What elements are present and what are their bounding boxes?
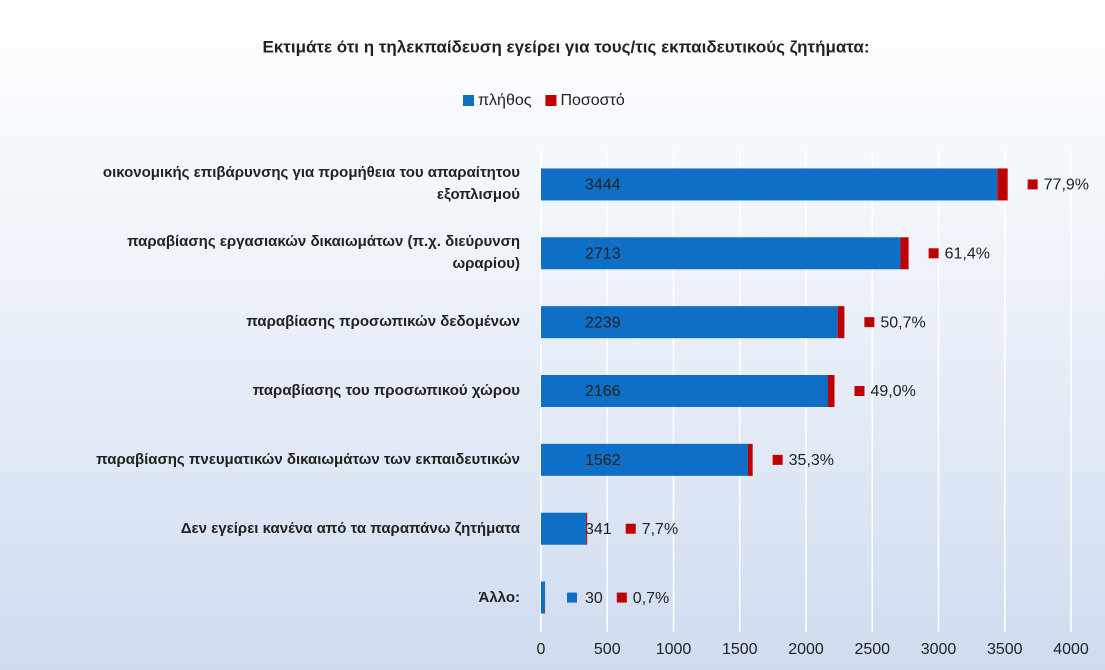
legend-key (545, 95, 557, 106)
label-key (928, 248, 939, 259)
label-key (864, 317, 875, 328)
x-tick-label: 4000 (1053, 641, 1089, 658)
bar (541, 306, 838, 339)
x-tick-label: 500 (594, 641, 621, 658)
x-tick-label: 1000 (656, 641, 692, 658)
y-tick-label: παραβίασης εργασιακών δικαιωμάτων (π.χ. … (127, 233, 520, 273)
bar (541, 375, 828, 407)
data-label: 77,9% (1044, 177, 1089, 194)
bar (586, 512, 588, 545)
chart-title: Εκτιμάτε ότι η τηλεκπαίδευση εγείρει για… (262, 37, 869, 56)
y-tick-label: οικονομικής επιβάρυνσης για προμήθεια το… (102, 164, 520, 204)
y-tick-label: παραβίασης του προσωπικού χώρου (252, 382, 520, 399)
x-tick-label: 1500 (722, 641, 758, 658)
x-tick-label: 0 (537, 641, 546, 658)
y-tick-label: Δεν εγείρει κανένα από τα παραπάνω ζητήμ… (180, 519, 520, 537)
data-label: 50,7% (880, 314, 925, 331)
bar (900, 237, 909, 270)
label-key (1027, 179, 1038, 190)
bar (837, 306, 845, 339)
bar (747, 443, 753, 476)
label-key (625, 523, 636, 534)
bar (541, 512, 587, 545)
bar (541, 443, 748, 476)
data-label: 1562 (585, 452, 621, 469)
y-tick-label: Άλλο: (478, 588, 521, 606)
data-label: 49,0% (870, 383, 915, 400)
data-label: 341 (585, 521, 612, 538)
x-tick-label: 2000 (788, 641, 824, 658)
label-key (772, 454, 783, 465)
legend-label: πλήθος (478, 92, 532, 109)
data-label: 61,4% (945, 246, 990, 263)
bar (541, 237, 901, 270)
data-label: 2239 (585, 314, 621, 331)
bar (541, 168, 998, 201)
x-tick-label: 3000 (921, 641, 957, 658)
data-label: 3444 (585, 177, 621, 194)
x-tick-label: 3500 (987, 641, 1023, 658)
label-key (616, 592, 627, 603)
data-label: 35,3% (789, 452, 834, 469)
label-key (567, 592, 577, 603)
y-tick-label: παραβίασης προσωπικών δεδομένων (246, 313, 520, 331)
legend-label: Ποσοστό (560, 92, 624, 109)
data-label: 30 (585, 590, 603, 607)
x-tick-label: 2500 (854, 641, 890, 658)
bar (541, 581, 545, 614)
y-tick-label: παραβίασης πνευματικών δικαιωμάτων των ε… (96, 450, 520, 468)
legend-key (463, 95, 474, 106)
data-label: 7,7% (642, 521, 678, 538)
label-key (854, 386, 865, 396)
data-label: 2166 (585, 383, 621, 400)
data-label: 2713 (585, 246, 621, 263)
data-label: 0,7% (633, 590, 669, 607)
bar (997, 168, 1008, 201)
bar (827, 375, 835, 407)
